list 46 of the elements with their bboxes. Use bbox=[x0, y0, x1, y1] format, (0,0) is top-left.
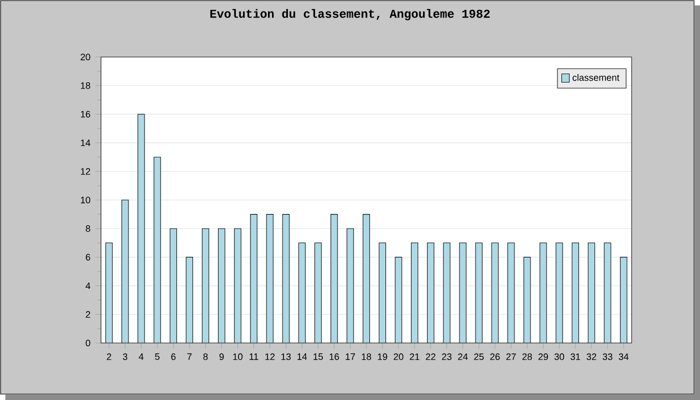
x-tick-label: 13 bbox=[281, 353, 291, 360]
x-tick-label: 19 bbox=[378, 353, 388, 360]
x-tick-label: 6 bbox=[171, 353, 176, 360]
y-tick-label: 12 bbox=[80, 168, 90, 175]
x-tick-label: 20 bbox=[394, 353, 404, 360]
x-tick-label: 26 bbox=[490, 353, 500, 360]
y-tick-label: 0 bbox=[86, 340, 90, 346]
x-tick-label: 17 bbox=[346, 353, 355, 360]
x-tick-label: 8 bbox=[203, 353, 208, 360]
x-tick-label: 2 bbox=[106, 353, 112, 360]
y-tick-label: 8 bbox=[86, 225, 90, 232]
x-tick-label: 33 bbox=[602, 353, 612, 360]
x-tick-label: 27 bbox=[506, 353, 516, 360]
x-tick-label: 22 bbox=[426, 353, 436, 360]
x-tick-label: 18 bbox=[362, 353, 372, 360]
x-tick-label: 32 bbox=[586, 353, 596, 360]
x-tick-label: 15 bbox=[314, 353, 323, 360]
x-tick-label: 31 bbox=[570, 353, 580, 360]
y-tick-label: 4 bbox=[86, 282, 90, 290]
y-tick-label: 10 bbox=[80, 196, 90, 204]
x-tick-label: 21 bbox=[410, 353, 420, 360]
chart-title: Evolution du classement, Angouleme 1982 bbox=[210, 9, 490, 20]
x-tick-label: 14 bbox=[298, 353, 307, 360]
x-tick-label: 23 bbox=[442, 353, 452, 360]
x-tick-label: 25 bbox=[474, 353, 484, 360]
x-tick-label: 10 bbox=[233, 353, 243, 360]
y-tick-label: 16 bbox=[80, 110, 90, 118]
x-tick-label: 29 bbox=[538, 353, 548, 360]
x-tick-label: 11 bbox=[250, 353, 258, 360]
x-tick-label: 5 bbox=[155, 353, 160, 360]
y-tick-label: 20 bbox=[80, 54, 90, 60]
x-tick-label: 12 bbox=[265, 353, 275, 360]
x-tick-label: 9 bbox=[219, 353, 224, 360]
x-tick-label: 16 bbox=[330, 353, 339, 360]
x-tick-label: 3 bbox=[122, 353, 128, 360]
x-tick-label: 7 bbox=[187, 353, 192, 360]
x-tick-label: 34 bbox=[618, 353, 629, 360]
legend-label: classement bbox=[572, 74, 620, 81]
y-tick-label: 2 bbox=[86, 311, 90, 318]
x-tick-label: 24 bbox=[458, 353, 468, 360]
x-tick-label: 4 bbox=[138, 353, 144, 360]
y-tick-label: 6 bbox=[86, 254, 90, 260]
x-tick-label: 30 bbox=[554, 353, 564, 360]
x-tick-label: 28 bbox=[522, 353, 532, 360]
y-tick-label: 14 bbox=[80, 140, 90, 146]
y-tick-label: 18 bbox=[80, 82, 90, 89]
